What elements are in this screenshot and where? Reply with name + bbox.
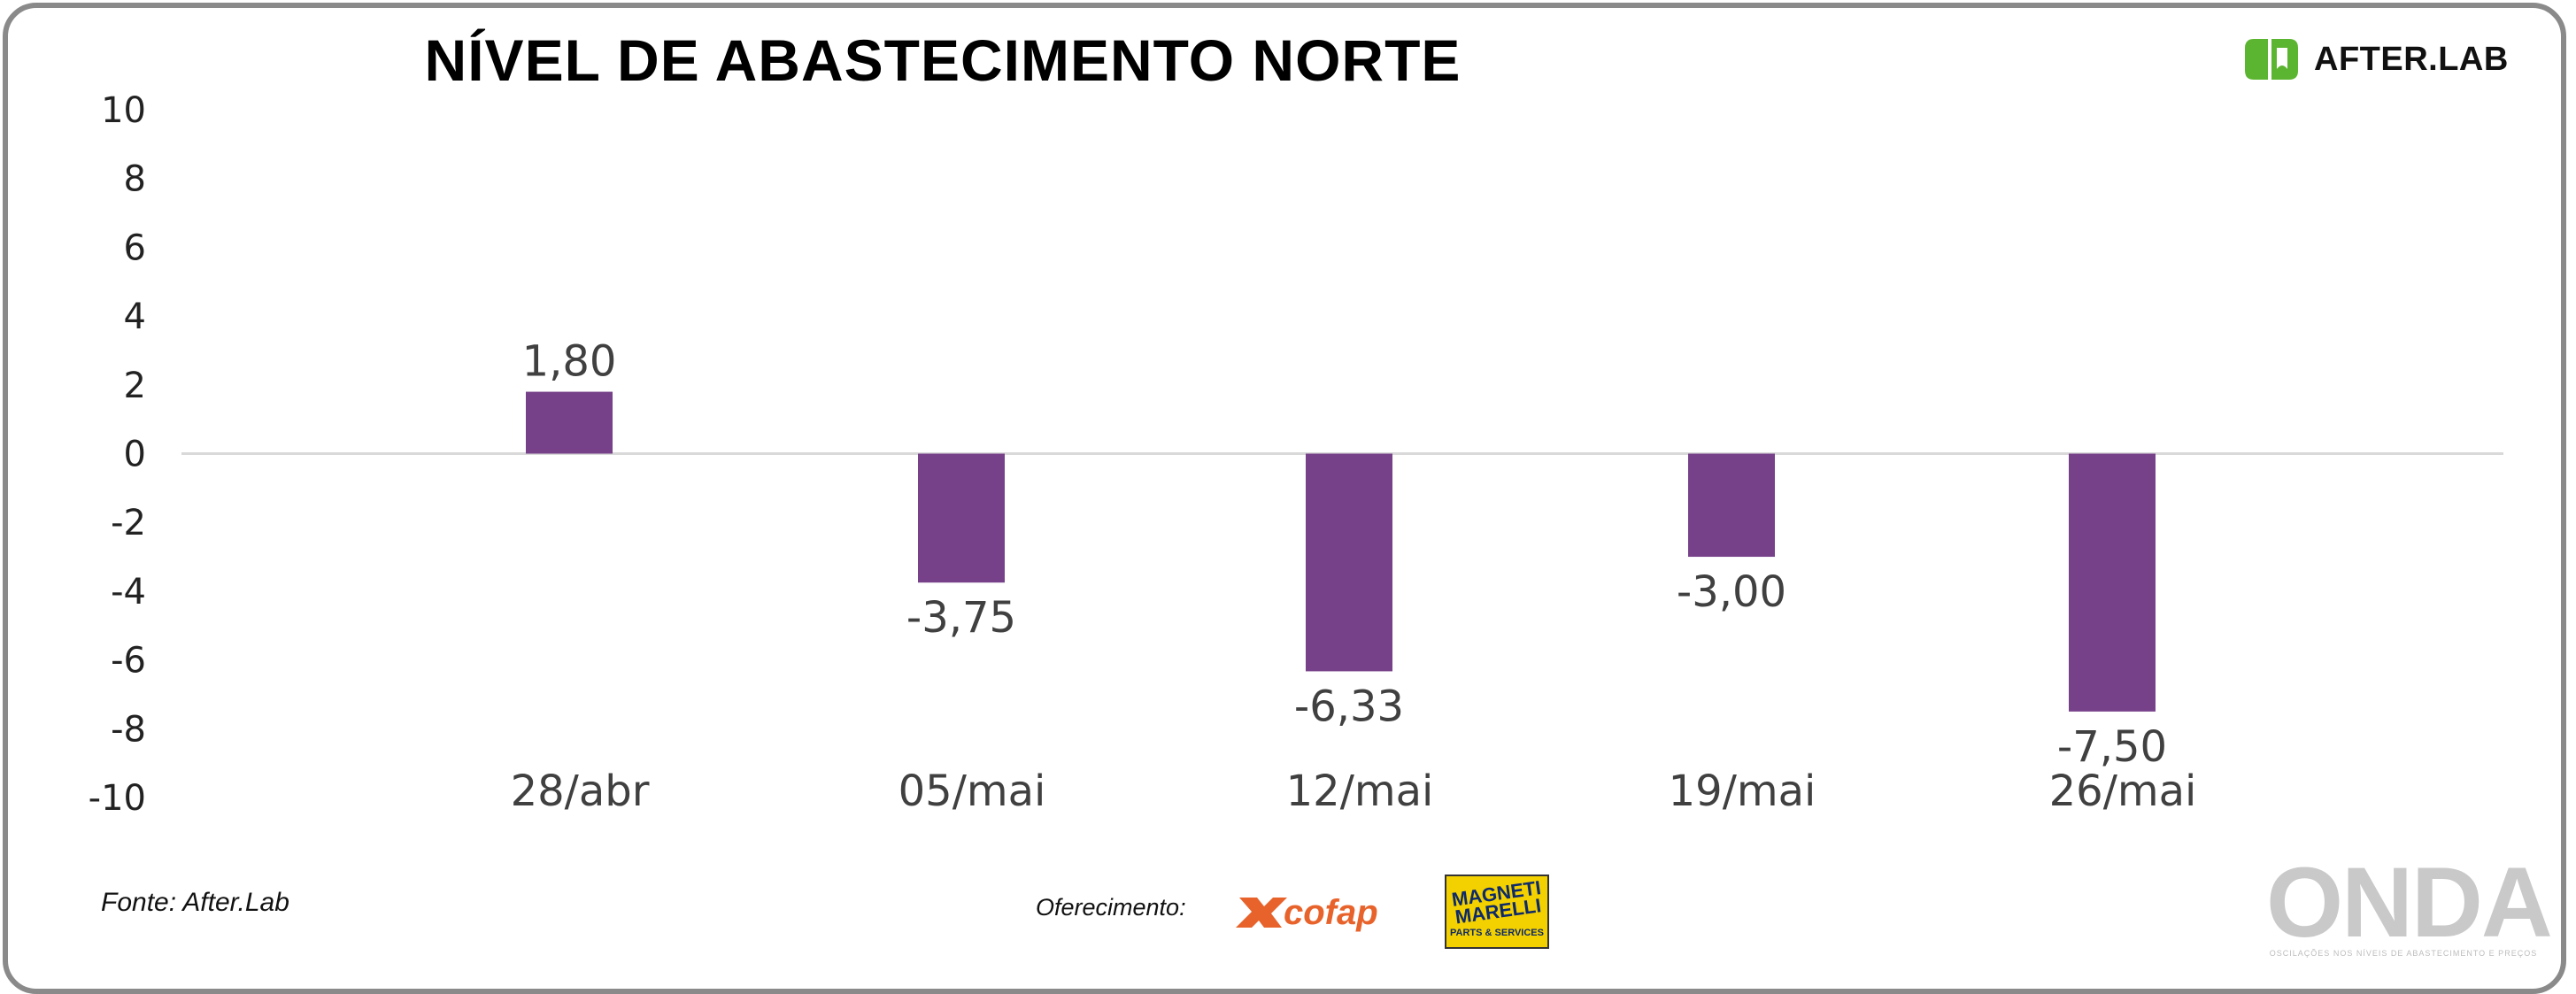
y-tick-label: 6 — [124, 227, 146, 268]
data-label: -7,50 — [2057, 722, 2167, 772]
bars — [526, 391, 2156, 712]
bar-05/mai — [918, 453, 1005, 583]
y-axis-ticks: 10 8 6 4 2 0 -2 -4 -6 -8 -10 — [89, 90, 146, 819]
cofap-logo: cofap — [1236, 893, 1378, 932]
magneti-marelli-logo: MAGNETI MARELLI PARTS & SERVICES — [1445, 875, 1549, 949]
bar-12/mai — [1306, 453, 1392, 672]
bar-28/abr — [526, 391, 613, 454]
y-tick-label: 4 — [124, 297, 146, 337]
chart-title: NÍVEL DE ABASTECIMENTO NORTE — [424, 27, 1462, 93]
source-note: Fonte: After.Lab — [101, 888, 289, 917]
data-label: -6,33 — [1294, 682, 1404, 731]
cofap-wordmark: cofap — [1284, 893, 1378, 932]
bar-19/mai — [1688, 453, 1775, 558]
data-label: -3,00 — [1677, 567, 1786, 617]
y-tick-label: 10 — [101, 90, 146, 131]
data-label: 1,80 — [522, 337, 617, 387]
x-tick-label: 05/mai — [899, 767, 1046, 816]
x-tick-label: 26/mai — [2049, 767, 2197, 816]
y-tick-label: -4 — [111, 572, 146, 613]
afterlab-logo: AFTER.LAB — [2241, 35, 2509, 83]
afterlab-wordmark: AFTER.LAB — [2314, 40, 2509, 78]
x-axis-labels: 28/abr 05/mai 12/mai 19/mai 26/mai — [511, 767, 2197, 816]
y-tick-label: 8 — [124, 159, 146, 200]
sponsor-label: Oferecimento: — [1036, 894, 1186, 921]
afterlab-mark-icon — [2245, 39, 2298, 80]
data-label: -3,75 — [906, 593, 1016, 643]
x-tick-label: 28/abr — [511, 767, 650, 816]
y-tick-label: -2 — [111, 503, 146, 543]
magneti-marelli-sub: PARTS & SERVICES — [1450, 928, 1544, 938]
magneti-marelli-name: MAGNETI MARELLI — [1450, 876, 1543, 929]
x-tick-label: 19/mai — [1669, 767, 1816, 816]
onda-wordmark: ONDA — [2266, 847, 2553, 958]
y-tick-label: -8 — [111, 709, 146, 750]
y-tick-label: 0 — [124, 435, 146, 475]
bar-chart: 10 8 6 4 2 0 -2 -4 -6 -8 -10 1,80 -3,75 -6,33 -3,00 -7… — [89, 90, 2503, 819]
data-labels: 1,80 -3,75 -6,33 -3,00 -7,50 — [522, 337, 2168, 772]
onda-logo: ONDA OSCILAÇÕES NOS NÍVEIS DE ABASTECIME… — [2266, 847, 2553, 959]
y-tick-label: -6 — [111, 641, 146, 682]
y-tick-label: -10 — [89, 778, 146, 819]
bar-26/mai — [2069, 453, 2156, 712]
onda-tagline: OSCILAÇÕES NOS NÍVEIS DE ABASTECIMENTO E… — [2269, 949, 2538, 958]
y-tick-label: 2 — [124, 366, 146, 406]
x-tick-label: 12/mai — [1286, 767, 1434, 816]
